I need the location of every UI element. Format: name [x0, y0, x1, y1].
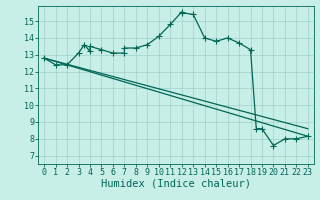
- X-axis label: Humidex (Indice chaleur): Humidex (Indice chaleur): [101, 179, 251, 189]
